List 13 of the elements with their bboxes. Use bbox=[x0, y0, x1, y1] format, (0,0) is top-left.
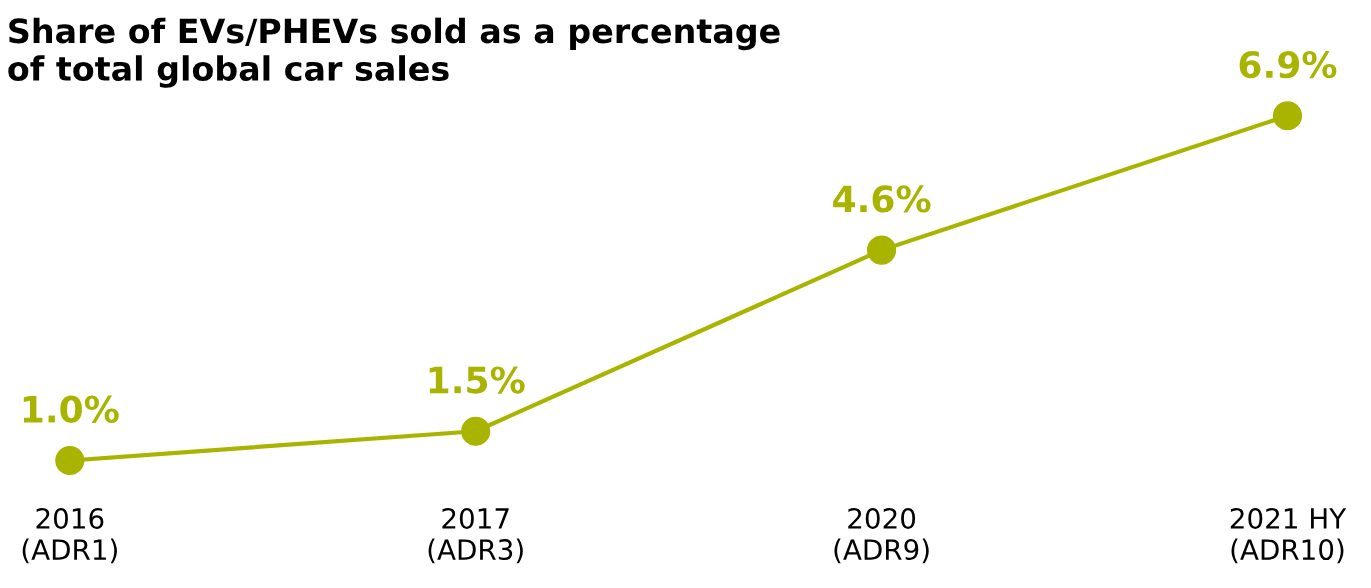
x-tick-label: 2016 (ADR1) bbox=[22, 507, 117, 564]
x-tick-label: 2017 (ADR3) bbox=[428, 507, 523, 564]
data-label: 6.9% bbox=[1239, 50, 1337, 79]
x-tick-label: 2021 HY (ADR10) bbox=[1230, 507, 1347, 564]
data-label: 1.5% bbox=[429, 366, 525, 394]
point bbox=[867, 235, 897, 265]
point bbox=[461, 416, 491, 446]
point bbox=[1272, 101, 1303, 131]
chart-title: Share of EVs/PHEVs sold as a percentage of total global car sales bbox=[8, 17, 780, 88]
data-label: 1.0% bbox=[23, 395, 119, 423]
point bbox=[55, 445, 85, 476]
data-label: 4.6% bbox=[833, 185, 931, 213]
x-tick-label: 2020 (ADR9) bbox=[834, 507, 929, 564]
